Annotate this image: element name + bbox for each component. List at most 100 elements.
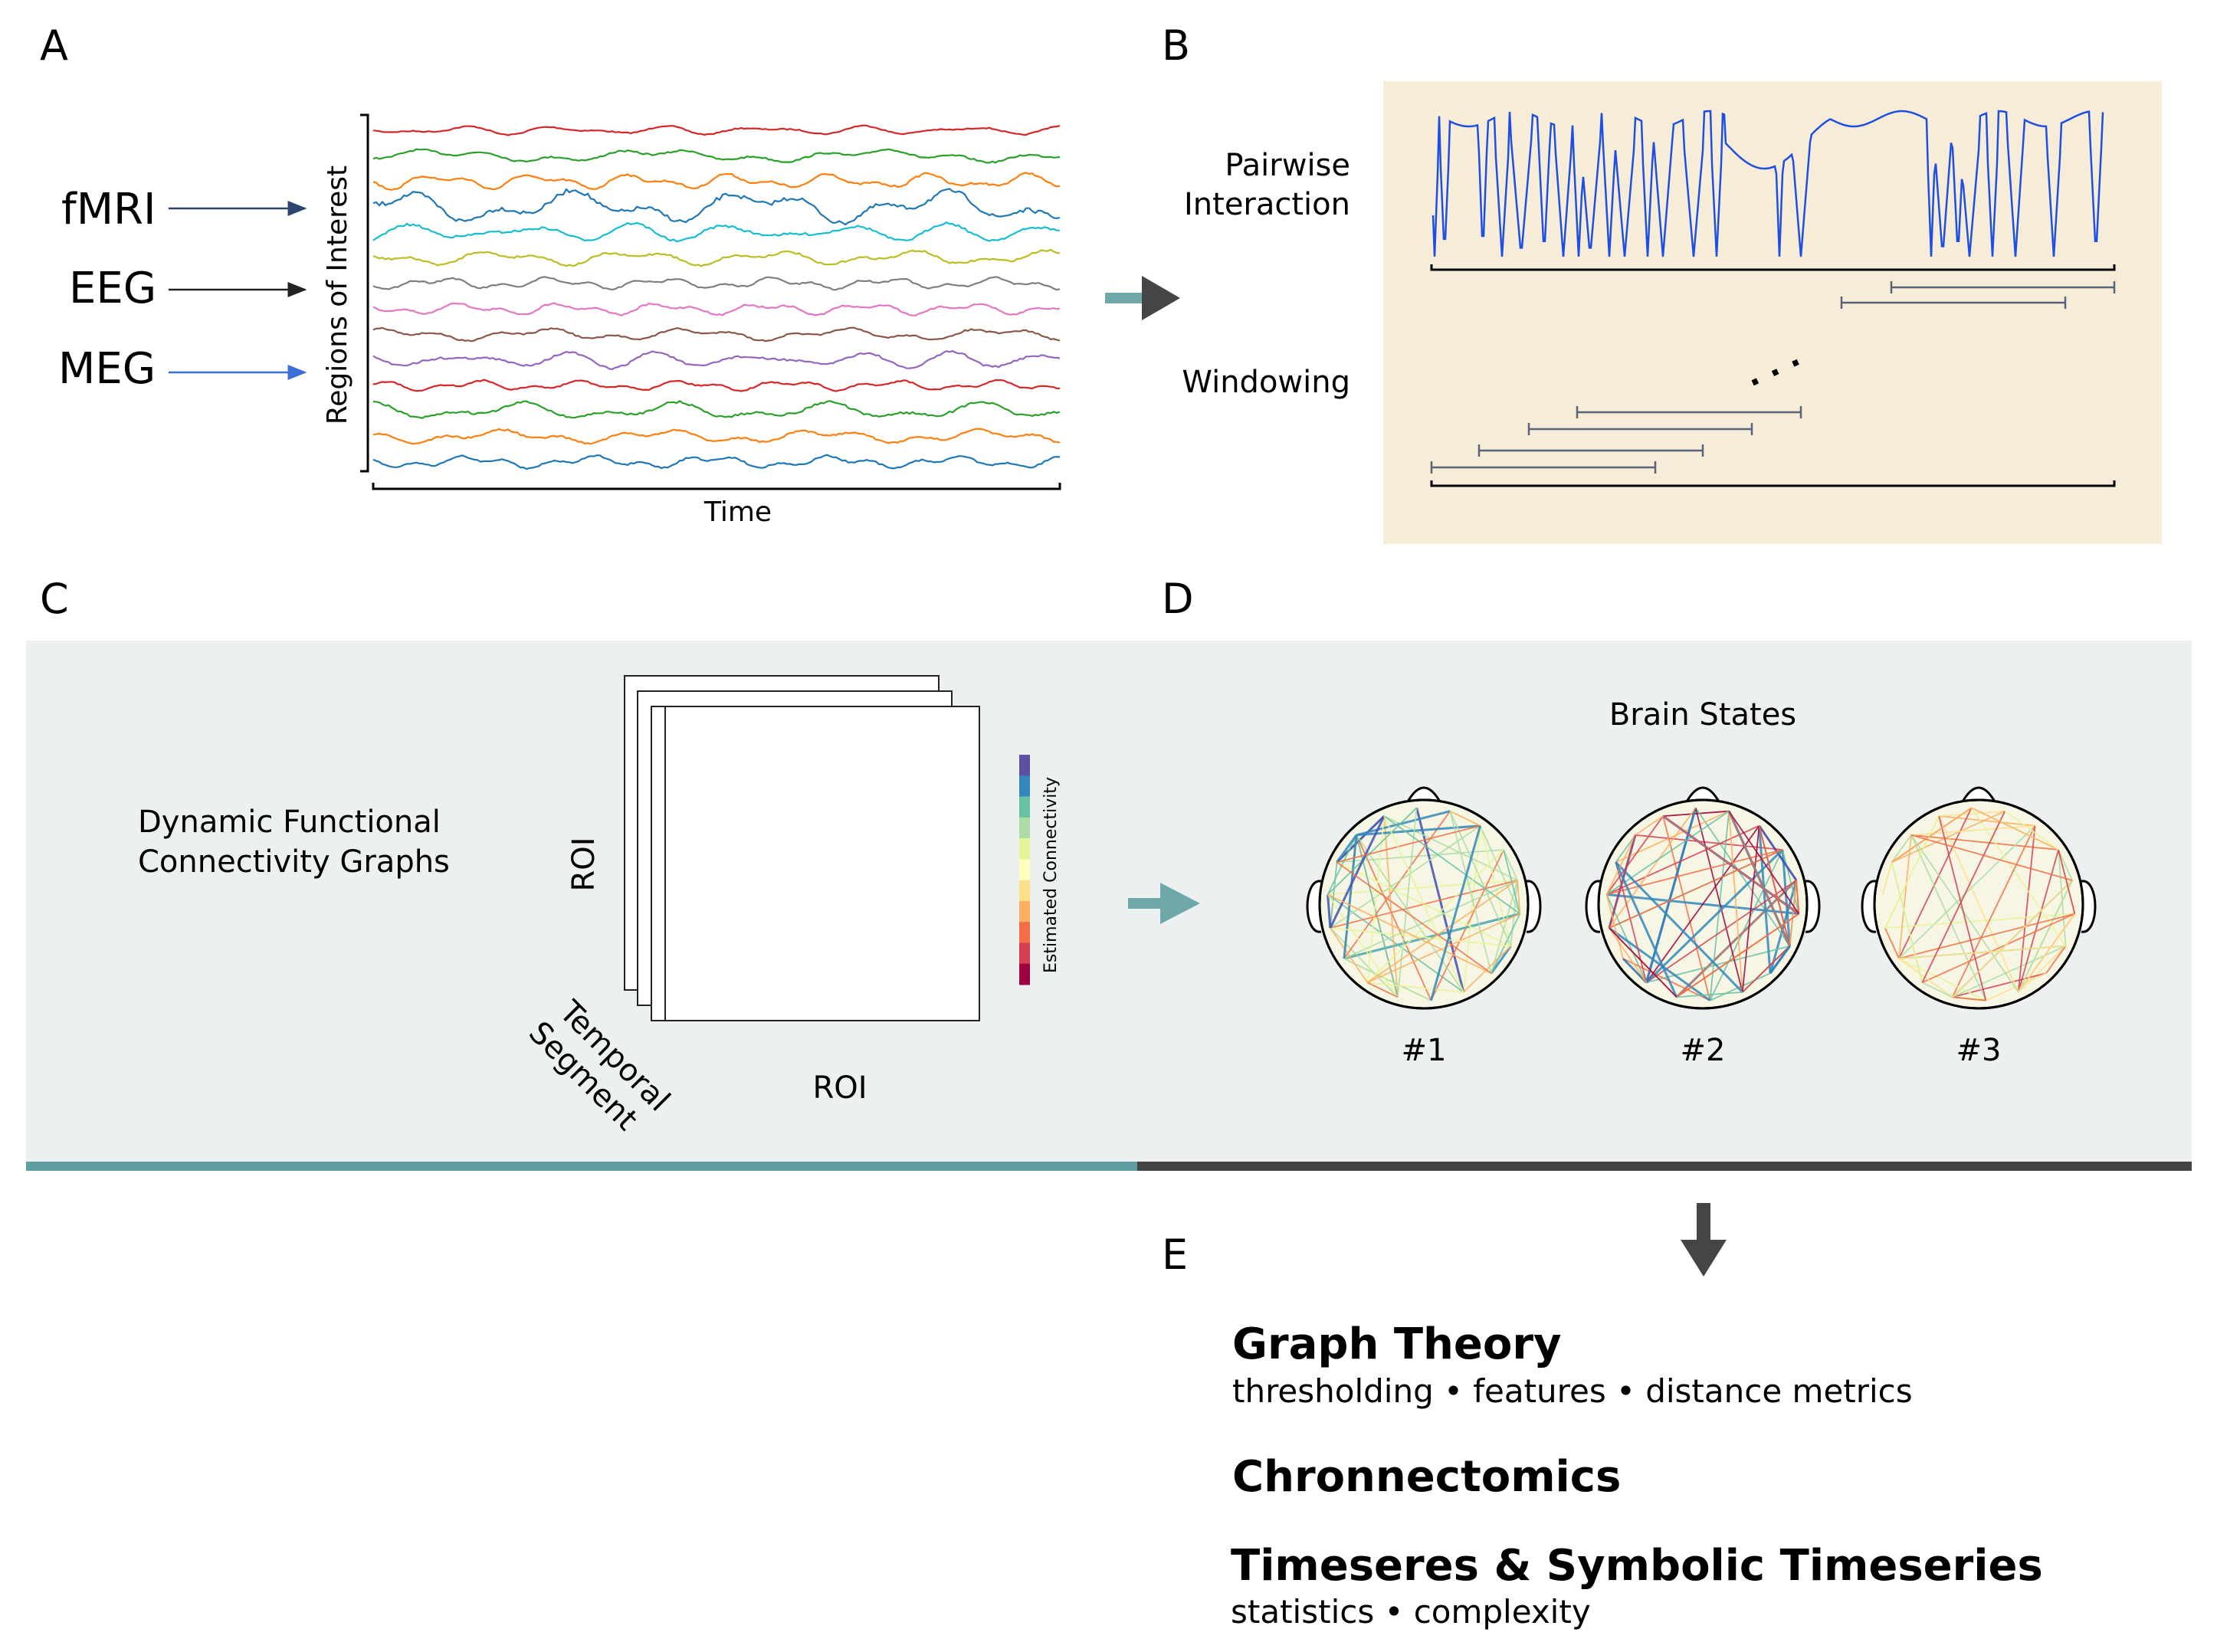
panel-c-title-line2: Connectivity Graphs xyxy=(138,844,450,880)
connectivity-edge xyxy=(1710,972,1771,1001)
colorbar-segment xyxy=(1019,963,1030,985)
colorbar-segment xyxy=(1019,838,1030,860)
arrow-a-to-b xyxy=(1105,276,1180,320)
connectivity-edge xyxy=(1356,810,1451,837)
roi-trace xyxy=(372,350,1061,371)
windowing-axis xyxy=(1430,480,2116,487)
connectivity-edge xyxy=(1429,825,1482,1001)
connectivity-edge xyxy=(1330,927,1369,983)
connectivity-edge xyxy=(1922,982,1953,998)
connectivity-edge xyxy=(1971,807,2059,851)
pairwise-label-line1: Pairwise xyxy=(1225,148,1350,183)
connectivity-edge xyxy=(1891,807,1973,864)
roi-trace xyxy=(372,188,1061,226)
panel-b: B Pairwise Interaction Windowing . . . xyxy=(1162,21,2162,544)
connectivity-edge xyxy=(1898,834,1912,959)
connectivity-edge xyxy=(1366,880,1518,984)
connectivity-edge xyxy=(1910,834,1987,1001)
head-right-ear xyxy=(2081,880,2097,933)
connectivity-edge xyxy=(2018,946,2067,993)
window-segment xyxy=(1430,461,1657,474)
connectivity-edge xyxy=(1898,807,1973,959)
roi-trace xyxy=(372,221,1061,243)
connectivity-edge xyxy=(1758,825,1791,946)
connectivity-edge xyxy=(1615,862,1648,983)
connectivity-edge xyxy=(1910,824,2035,836)
connectivity-edge xyxy=(1891,834,1912,863)
roi-axis-label: Regions of Interest xyxy=(322,166,353,424)
time-axis xyxy=(372,483,1061,490)
connectivity-edge xyxy=(1327,893,1464,993)
connectivity-edge xyxy=(1327,807,1418,896)
head-right-ear xyxy=(1526,880,1542,933)
panel-b-letter: B xyxy=(1162,21,1190,70)
head-left-ear xyxy=(1861,880,1877,933)
panel-cd-background xyxy=(26,641,2192,1164)
time-axis-label: Time xyxy=(703,497,772,528)
connectivity-edge xyxy=(1606,849,1783,896)
connectivity-edge xyxy=(1383,815,1464,993)
windowing-label: Windowing xyxy=(1182,365,1350,400)
e-item-3-subtitle: statistics • complexity xyxy=(1231,1593,1591,1631)
brain-states-title: Brain States xyxy=(1609,697,1796,733)
connectivity-edge xyxy=(1615,861,1678,998)
roi-bracket xyxy=(360,113,369,473)
pairwise-axis xyxy=(1430,264,2116,271)
connectivity-edge xyxy=(1330,927,1399,998)
panel-e-letter: E xyxy=(1162,1231,1188,1279)
teal-bottom-bar xyxy=(26,1162,1137,1171)
roi-trace xyxy=(372,276,1061,291)
connectivity-edge xyxy=(1615,810,1730,864)
colorbar-segment xyxy=(1019,755,1030,776)
colorbar-segment xyxy=(1019,796,1030,818)
connectivity-edge xyxy=(1343,958,1432,1001)
connectivity-edge xyxy=(1694,808,1743,993)
matrix-front-page xyxy=(664,706,980,1021)
panel-b-background xyxy=(1383,81,2162,544)
colorbar-segment xyxy=(1019,817,1030,839)
connectivity-edge xyxy=(2017,880,2073,993)
connectivity-edge xyxy=(1491,913,1521,974)
head-left-ear xyxy=(1585,880,1601,933)
connectivity-edge xyxy=(1330,927,1511,947)
connectivity-edge xyxy=(1741,825,1760,992)
e-item-1-title: Graph Theory xyxy=(1232,1319,1561,1369)
connectivity-edge xyxy=(1327,880,1518,896)
connectivity-edge xyxy=(1336,824,1481,864)
connectivity-edge xyxy=(1952,972,2047,998)
connectivity-edge xyxy=(1898,913,2075,959)
connectivity-edge xyxy=(1343,834,1358,959)
connectivity-edge xyxy=(1910,834,2059,851)
connectivity-edge xyxy=(1622,957,1648,984)
state-label-1: #1 xyxy=(1402,1033,1447,1068)
roi-trace xyxy=(372,148,1061,164)
arrow-c-to-d xyxy=(1128,883,1200,924)
connectivity-edge xyxy=(1728,811,1800,915)
connectivity-edge xyxy=(1951,825,2036,998)
connectivity-edge xyxy=(1789,880,1797,946)
e-item-2-title: Chronnectomics xyxy=(1232,1452,1621,1502)
modality-eeg: EEG xyxy=(69,264,156,313)
connectivity-edge xyxy=(1884,815,1940,929)
head-outline-top xyxy=(1318,798,1530,1010)
brain-state-head xyxy=(1861,786,2097,1010)
colorbar-label: Estimated Connectivity xyxy=(1041,777,1061,973)
colorbar-segment xyxy=(1019,900,1030,923)
panel-e: E Graph Theory thresholding • features •… xyxy=(1162,1231,2043,1631)
connectivity-edge xyxy=(1952,996,1986,1001)
brain-state-head xyxy=(1585,786,1821,1010)
connectivity-edge xyxy=(1356,834,1464,993)
roi-trace xyxy=(372,428,1061,445)
connectivity-edge xyxy=(1491,880,1518,974)
connectivity-edge xyxy=(1330,862,1338,929)
connectivity-edge xyxy=(1676,913,1799,998)
panel-d: D Brain States #1 #2 #3 xyxy=(1162,575,2097,1068)
connectivity-edge xyxy=(1921,811,2006,983)
connectivity-edge xyxy=(2058,849,2076,914)
panel-a: A fMRI EEG MEG Regions of Interest Time xyxy=(40,21,1061,528)
head-outline-top xyxy=(1873,798,2084,1010)
connectivity-edge xyxy=(1609,927,1648,983)
connectivity-edge xyxy=(2058,849,2067,946)
connectivity-edge xyxy=(2017,825,2036,992)
